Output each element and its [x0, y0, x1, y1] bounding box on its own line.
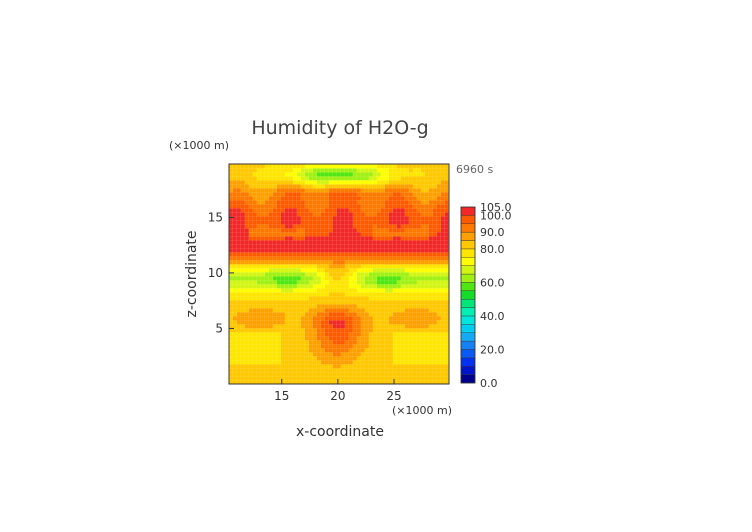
colorbar-swatch [460, 215, 476, 224]
x-axis: 15 20 25 [274, 379, 402, 403]
colorbar-swatch [460, 273, 476, 283]
colorbar-swatch [460, 248, 476, 258]
colorbar-label: 90.0 [480, 226, 505, 239]
x-tick-label: 15 [274, 389, 289, 403]
colorbar-frame [460, 206, 476, 384]
x-unit-label: (×1000 m) [392, 404, 452, 417]
colorbar-swatch [460, 298, 476, 308]
colorbar-swatch [460, 307, 476, 317]
colorbar-label: 100.0 [480, 209, 512, 222]
colorbar-swatch [460, 223, 476, 233]
colorbar-swatch [460, 340, 476, 350]
plot-frame [228, 163, 450, 385]
colorbar-swatch [460, 231, 476, 241]
x-tick-label: 25 [386, 389, 401, 403]
plot-grid [229, 164, 449, 384]
colorbar-swatch [460, 332, 476, 342]
colorbar-swatch [460, 366, 476, 375]
x-axis-label: x-coordinate [296, 424, 384, 440]
colorbar-swatch [460, 290, 476, 300]
colorbar-swatch [460, 206, 476, 216]
colorbar-swatch [460, 374, 476, 384]
colorbar-swatch [460, 324, 476, 333]
colorbar-swatch [460, 265, 476, 275]
colorbar-label: 105.0 [480, 201, 512, 214]
y-axis: 5 10 15 [208, 210, 234, 335]
colorbar-swatch [460, 349, 476, 359]
colorbar-swatch [460, 357, 476, 367]
y-tick-label: 10 [208, 266, 223, 280]
colorbar-label: 20.0 [480, 343, 505, 356]
colorbar-swatch [460, 240, 476, 250]
y-tick-label: 5 [215, 321, 223, 335]
y-axis-label: z-coordinate [184, 230, 200, 317]
colorbar-label: 0.0 [480, 377, 498, 390]
chart-title: Humidity of H2O-g [251, 117, 428, 139]
colorbar-label: 80.0 [480, 243, 505, 256]
colorbar-label: 40.0 [480, 310, 505, 323]
time-label: 6960 s [456, 163, 493, 176]
colorbar-label: 60.0 [480, 276, 505, 289]
x-tick-label: 20 [330, 389, 345, 403]
y-tick-label: 15 [208, 210, 223, 224]
colorbar-swatch [460, 282, 476, 292]
colorbar-swatch [460, 257, 476, 266]
colorbar-swatch [460, 315, 476, 325]
y-unit-label: (×1000 m) [169, 139, 229, 152]
